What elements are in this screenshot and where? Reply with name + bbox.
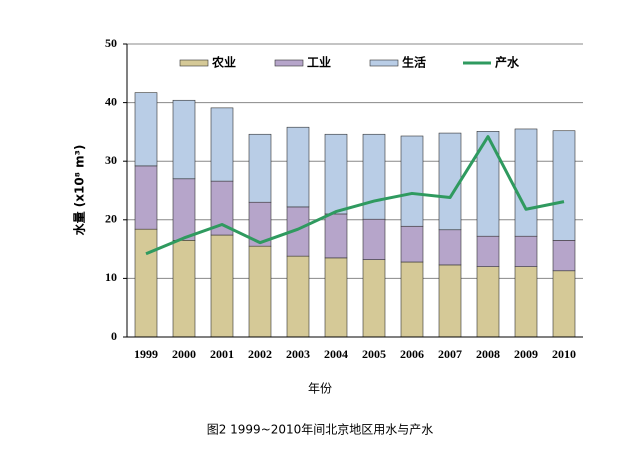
bar-segment: [248, 133, 272, 203]
legend-label: 生活: [402, 55, 426, 70]
bar-segment: [324, 213, 348, 259]
y-tick-label: 0: [111, 329, 117, 343]
x-tick-label: 2005: [362, 347, 386, 361]
bar-segment: [400, 261, 424, 338]
bar-segment: [324, 257, 348, 338]
x-tick-label: 2001: [210, 347, 234, 361]
bar-segment: [438, 264, 462, 338]
bar-segment: [476, 235, 500, 267]
bar-segment: [324, 133, 348, 215]
bar-segment: [476, 131, 500, 237]
bar-segment: [134, 92, 158, 167]
bar-segment: [134, 165, 158, 230]
legend-label: 农业: [211, 55, 236, 70]
bar-segment: [400, 225, 424, 263]
bar-segment: [172, 99, 196, 180]
bar-segment: [438, 132, 462, 231]
bar-segment: [514, 128, 538, 237]
caption: 图2 1999~2010年间北京地区用水与产水: [207, 423, 434, 437]
bar-segment: [552, 240, 576, 272]
bar-segment: [210, 107, 234, 182]
x-tick-label: 1999: [134, 347, 158, 361]
x-tick-label: 2006: [400, 347, 424, 361]
x-tick-label: 2007: [438, 347, 462, 361]
bar-segment: [172, 178, 196, 241]
bar-segment: [514, 235, 538, 267]
legend-swatch: [179, 59, 209, 67]
bar-segment: [400, 135, 424, 227]
bar-segment: [286, 126, 310, 208]
bar-segment: [362, 259, 386, 338]
y-tick-label: 30: [105, 153, 117, 167]
x-tick-label: 2010: [552, 347, 576, 361]
bar-segment: [362, 133, 386, 220]
x-axis-label: 年份: [308, 382, 332, 396]
x-tick-label: 2000: [172, 347, 196, 361]
x-tick-label: 2008: [476, 347, 500, 361]
x-tick-label: 2003: [286, 347, 310, 361]
y-axis-label: 水量 (x10⁸ m³): [72, 145, 87, 236]
legend-swatch: [369, 59, 399, 67]
bar-segment: [248, 245, 272, 338]
bar-segment: [438, 229, 462, 266]
bar-segment: [134, 228, 158, 338]
bar-segment: [286, 255, 310, 338]
bar-segment: [552, 270, 576, 338]
y-tick-label: 20: [105, 212, 117, 226]
legend-label: 产水: [495, 55, 520, 70]
bar-segment: [514, 266, 538, 338]
bar-segment: [172, 240, 196, 338]
legend-label: 工业: [307, 55, 331, 70]
y-tick-label: 50: [105, 36, 117, 50]
y-tick-label: 10: [105, 270, 117, 284]
bar-segment: [552, 130, 576, 241]
bar-segment: [362, 218, 386, 260]
x-tick-label: 2004: [324, 347, 348, 361]
x-tick-label: 2002: [248, 347, 272, 361]
bar-segment: [476, 266, 500, 338]
legend-swatch: [274, 59, 304, 67]
x-tick-label: 2009: [514, 347, 538, 361]
line-series: [145, 135, 565, 256]
y-tick-label: 40: [105, 94, 117, 108]
bar-segment: [210, 234, 234, 338]
